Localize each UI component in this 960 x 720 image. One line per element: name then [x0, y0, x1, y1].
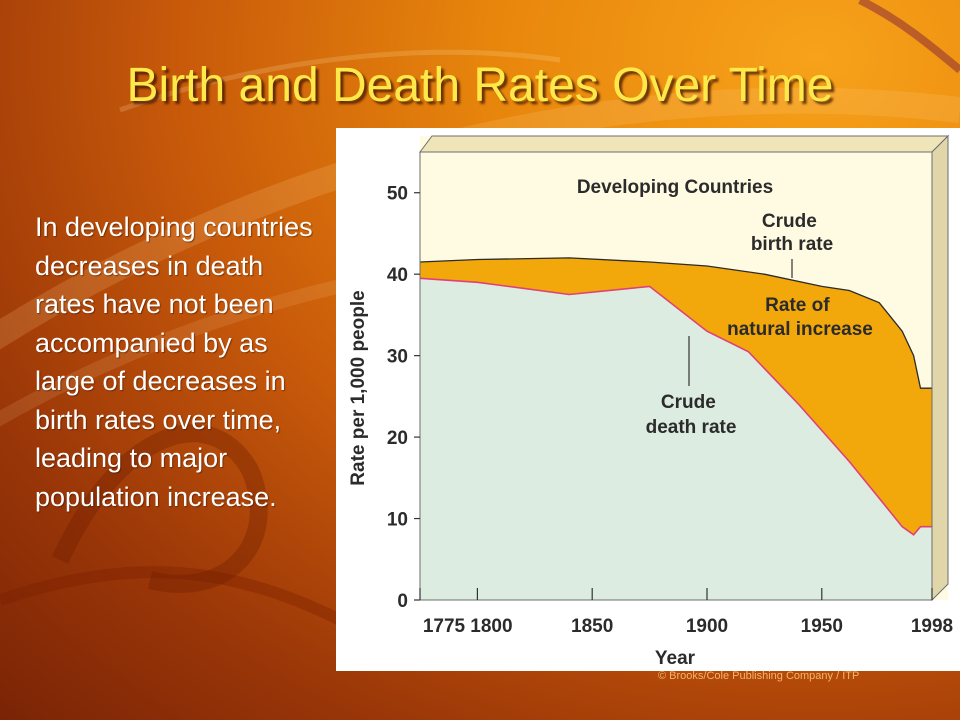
- death-rate-line: [419, 277, 932, 536]
- x-tick-label: 1850: [571, 616, 613, 637]
- natural-increase-label: Rate of natural increase: [727, 295, 873, 340]
- y-tick-label: 10: [387, 510, 408, 531]
- x-axis-label: Year: [655, 648, 696, 669]
- y-axis-label: Rate per 1,000 people: [348, 290, 369, 485]
- copyright-notice: © Brooks/Cole Publishing Company / ITP: [658, 670, 860, 682]
- plot-right-bevel: [931, 134, 949, 602]
- x-tick-label: 1950: [801, 616, 843, 637]
- x-tick-label: 1800: [470, 616, 512, 637]
- birth-rate-label-line-1: Crude: [762, 211, 817, 232]
- x-tick-label: 1775: [423, 616, 466, 637]
- slide-title: Birth and Death Rates Over Time: [126, 59, 834, 112]
- chart-panel: 0 10 20 30 40 50 1775 1800 1850 1900 1950 1998 Dev…: [336, 128, 960, 671]
- natural-increase-label-line-2: natural increase: [727, 319, 873, 340]
- plot-top-bevel: [419, 135, 950, 153]
- plot-border: [419, 151, 933, 601]
- y-tick-label: 40: [387, 265, 408, 286]
- y-axis-ticks: 0 10 20 30 40 50: [387, 184, 420, 612]
- y-tick-label: 20: [387, 428, 408, 449]
- x-axis-ticks: 1775 1800 1850 1900 1950 1998: [419, 588, 953, 637]
- chart: 0 10 20 30 40 50 1775 1800 1850 1900 1950 1998 Dev…: [348, 134, 953, 669]
- death-rate-area: [420, 278, 932, 600]
- birth-rate-line: [419, 257, 932, 389]
- body-text: In developing countries decreases in dea…: [35, 212, 313, 512]
- death-rate-label: Crude death rate: [646, 392, 737, 438]
- death-rate-label-line-1: Crude: [661, 392, 716, 413]
- birth-rate-label: Crude birth rate: [751, 211, 833, 255]
- y-tick-label: 0: [397, 591, 408, 612]
- y-tick-label: 30: [387, 347, 408, 368]
- natural-increase-label-line-1: Rate of: [765, 295, 830, 316]
- chart-title: Developing Countries: [577, 177, 773, 198]
- y-tick-label: 50: [387, 184, 408, 205]
- death-rate-label-line-2: death rate: [646, 417, 737, 438]
- birth-rate-label-line-2: birth rate: [751, 234, 833, 255]
- x-tick-label: 1900: [686, 616, 728, 637]
- x-tick-label: 1998: [911, 616, 953, 637]
